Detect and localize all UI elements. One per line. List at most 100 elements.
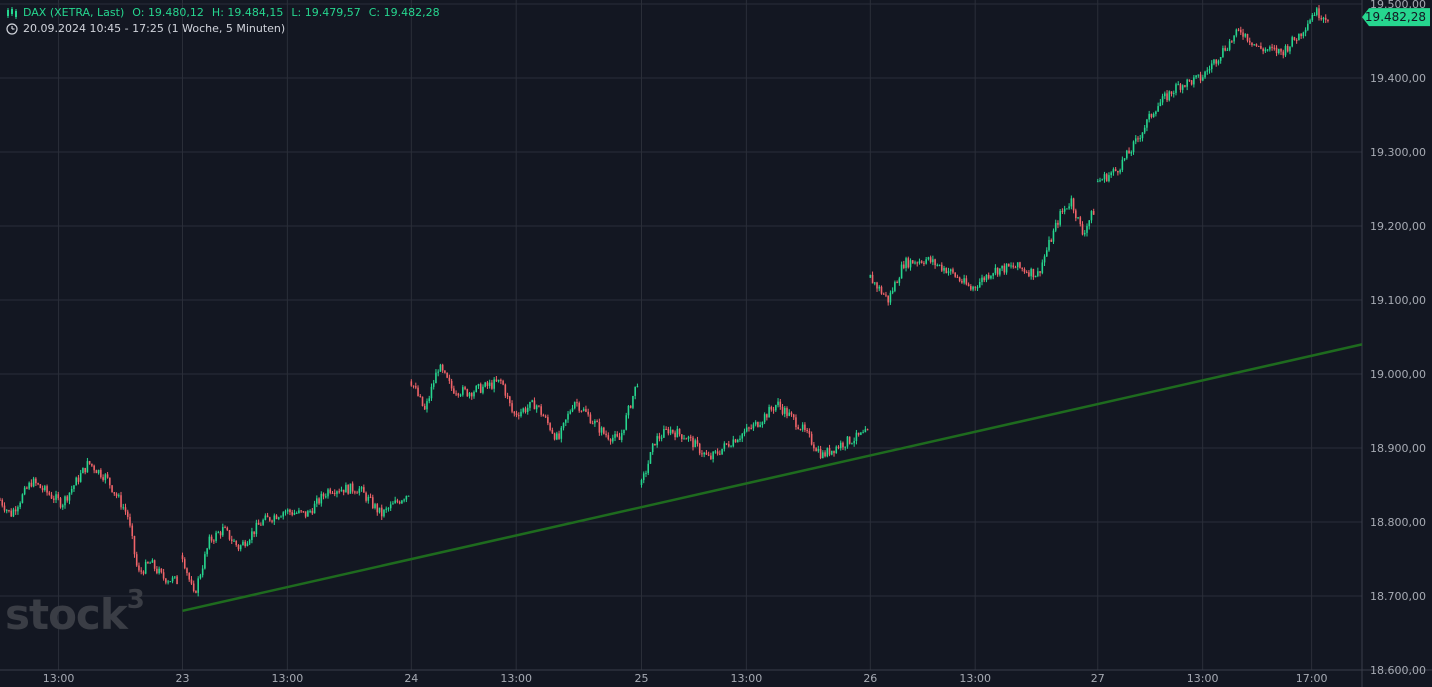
- candle-body: [788, 412, 791, 416]
- candle-body: [1164, 93, 1166, 97]
- candle-body: [144, 561, 147, 574]
- candle-body: [1226, 49, 1229, 51]
- y-tick-label: 18.700,00: [1370, 590, 1426, 603]
- candle-body: [748, 427, 750, 429]
- candle-body: [217, 532, 220, 534]
- candle-body: [1086, 226, 1088, 233]
- candle-body: [338, 491, 341, 493]
- y-tick-label: 18.900,00: [1370, 442, 1426, 455]
- candle-body: [44, 486, 46, 491]
- candle-body: [1204, 71, 1206, 78]
- candle-body: [419, 396, 422, 398]
- open-value: 19.480,12: [147, 6, 204, 19]
- candle-body: [1277, 48, 1280, 54]
- candle-body: [432, 383, 435, 387]
- candle-body: [1023, 269, 1026, 272]
- candle-body: [84, 467, 86, 473]
- candle-body: [903, 264, 905, 268]
- candle-body: [698, 443, 701, 454]
- candle-body: [1266, 49, 1269, 51]
- candle-body: [770, 407, 773, 410]
- candle-body: [958, 277, 961, 281]
- candle-body: [1166, 93, 1168, 101]
- candle-body: [70, 489, 73, 493]
- candle-body: [109, 477, 111, 486]
- candle-body: [488, 382, 491, 386]
- candle-body: [430, 386, 433, 399]
- trendline[interactable]: [182, 343, 1363, 613]
- candle-body: [851, 443, 853, 445]
- y-tick-label: 18.600,00: [1370, 664, 1426, 677]
- candle-body: [502, 380, 504, 385]
- candle-body: [401, 500, 403, 504]
- candle-body: [59, 498, 62, 508]
- candle-body: [444, 370, 446, 373]
- candle-body: [244, 541, 246, 547]
- candle-body: [423, 405, 426, 410]
- candle-body: [799, 429, 802, 431]
- candle-body: [1103, 174, 1106, 180]
- candle-body: [676, 428, 679, 438]
- candle-body: [1199, 74, 1202, 81]
- candle-body: [620, 433, 623, 440]
- candle-body: [533, 400, 536, 410]
- candle-body: [183, 559, 186, 569]
- candle-body: [929, 257, 932, 263]
- candle-body: [482, 386, 484, 393]
- candle-body: [728, 444, 730, 447]
- candle-body: [479, 384, 482, 393]
- candle-body: [520, 411, 522, 417]
- candle-body: [1077, 217, 1079, 219]
- candle-body: [1172, 92, 1175, 94]
- candle-body: [271, 520, 273, 522]
- candle-body: [990, 275, 992, 279]
- candle-body: [822, 452, 824, 458]
- candle-body: [985, 274, 988, 281]
- candle-body: [526, 407, 529, 412]
- candle-body: [1213, 59, 1215, 64]
- candle-body: [1202, 77, 1204, 81]
- candle-body: [916, 262, 919, 264]
- candle-body: [192, 583, 195, 591]
- candle-body: [495, 379, 498, 382]
- candle-body: [766, 414, 768, 418]
- candle-body: [1030, 268, 1032, 277]
- candle-body: [48, 492, 51, 495]
- candle-body: [347, 484, 349, 494]
- high-label: H:: [211, 6, 224, 19]
- candle-body: [1061, 211, 1064, 213]
- candle-body: [531, 400, 534, 402]
- candle-body: [808, 431, 811, 434]
- candle-body: [560, 427, 563, 439]
- candle-body: [222, 527, 224, 536]
- candle-body: [640, 480, 643, 485]
- candle-body: [264, 515, 267, 520]
- candle-body: [696, 440, 699, 444]
- candle-body: [371, 497, 374, 509]
- last-price-tag: [1362, 8, 1430, 27]
- candle-body: [1126, 150, 1128, 159]
- candle-body: [437, 371, 439, 373]
- candle-body: [1012, 265, 1015, 268]
- candle-body: [1137, 138, 1139, 140]
- x-tick-label: 24: [404, 672, 418, 685]
- candle-body: [380, 507, 383, 517]
- candle-body: [1215, 59, 1218, 64]
- candle-body: [1224, 48, 1226, 51]
- candle-body: [725, 443, 728, 445]
- candle-body: [1155, 111, 1157, 115]
- candle-body: [208, 536, 211, 549]
- candle-body: [153, 560, 156, 569]
- candle-body: [567, 413, 569, 420]
- candle-body: [322, 493, 325, 497]
- candle-body: [1253, 44, 1256, 46]
- candle-body: [750, 427, 752, 429]
- candle-body: [93, 465, 95, 471]
- candle-body: [551, 429, 554, 434]
- candle-body: [475, 385, 478, 392]
- header-row-period: 20.09.2024 10:45 - 17:25 (1 Woche, 5 Min…: [6, 21, 440, 37]
- candle-body: [547, 417, 549, 424]
- candle-body: [277, 517, 280, 519]
